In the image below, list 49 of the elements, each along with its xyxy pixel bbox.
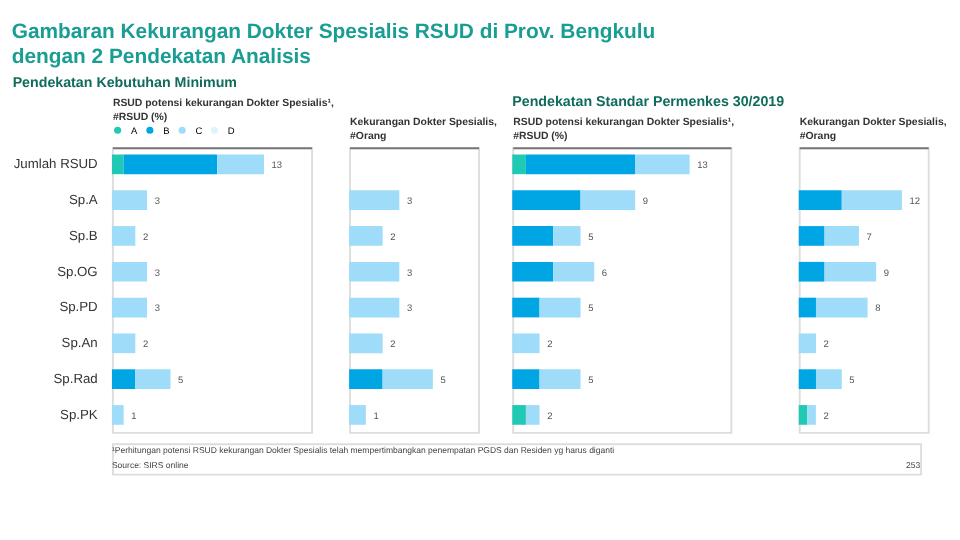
bar bbox=[111, 333, 136, 354]
bar bbox=[217, 154, 265, 175]
bar bbox=[512, 190, 581, 210]
bar bbox=[841, 190, 902, 210]
bar bbox=[798, 226, 825, 246]
bar bbox=[349, 369, 383, 389]
bar bbox=[815, 297, 868, 318]
bar bbox=[349, 226, 383, 246]
bar bbox=[824, 261, 877, 282]
bar bbox=[807, 405, 816, 425]
bar bbox=[580, 190, 636, 210]
bar bbox=[798, 405, 808, 425]
bar bbox=[111, 297, 148, 318]
bar bbox=[815, 369, 842, 389]
bar bbox=[349, 333, 383, 354]
bar bbox=[635, 154, 690, 175]
bar bbox=[349, 261, 400, 282]
bar bbox=[512, 333, 540, 354]
bar bbox=[111, 226, 136, 246]
bar bbox=[111, 154, 124, 175]
bar bbox=[123, 154, 218, 175]
bar bbox=[798, 333, 816, 354]
bar bbox=[349, 190, 400, 210]
bar bbox=[382, 369, 433, 389]
bar bbox=[349, 297, 400, 318]
bar bbox=[553, 226, 581, 246]
bar bbox=[512, 226, 554, 246]
bar bbox=[512, 261, 554, 282]
bar bbox=[512, 405, 526, 425]
bar bbox=[798, 297, 816, 318]
bar bbox=[111, 261, 148, 282]
bar bbox=[512, 297, 540, 318]
bar bbox=[798, 190, 842, 210]
bar bbox=[798, 369, 816, 389]
bar bbox=[111, 405, 124, 425]
bar bbox=[525, 405, 540, 425]
bar bbox=[798, 261, 825, 282]
text: Gambaran Kekurangan Dokter Spesialis RSUD di Prov. Bengkulu dengan 2 Pendekatan Analisis bbox=[11, 22, 656, 69]
bar bbox=[539, 369, 581, 389]
bar bbox=[539, 297, 581, 318]
bar bbox=[111, 369, 136, 389]
bar bbox=[525, 154, 635, 175]
bar bbox=[553, 261, 595, 282]
bar bbox=[349, 405, 366, 425]
bar bbox=[824, 226, 859, 246]
bar bbox=[135, 369, 171, 389]
bar bbox=[512, 369, 540, 389]
bar bbox=[512, 154, 526, 175]
bar bbox=[111, 190, 148, 210]
